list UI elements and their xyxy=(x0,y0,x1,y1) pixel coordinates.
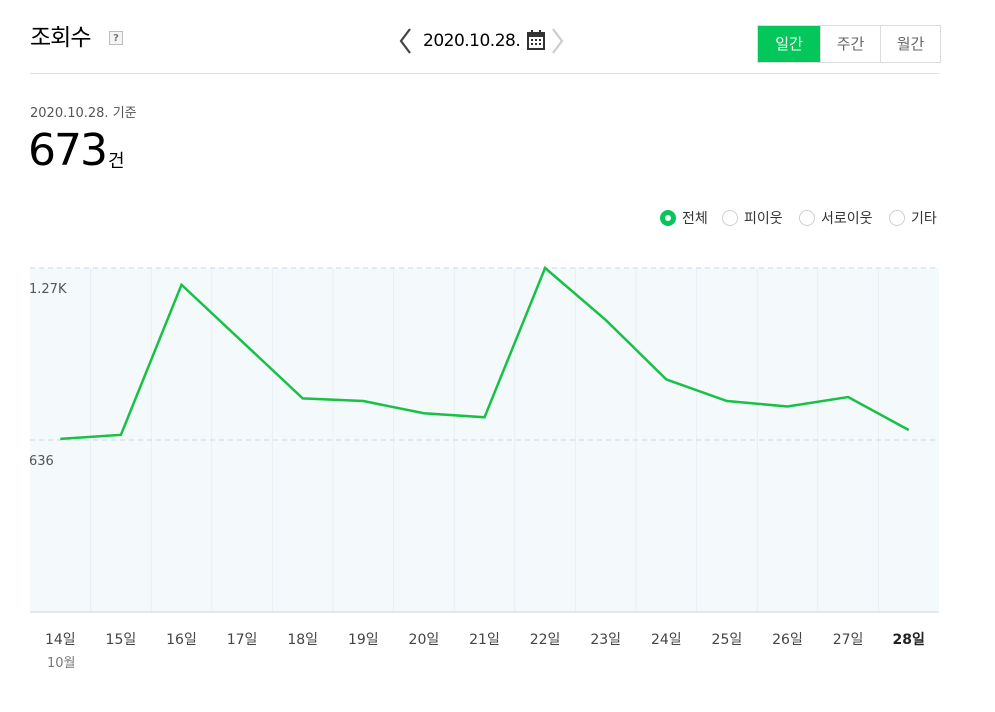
x-tick-label: 27일 xyxy=(833,632,864,648)
series-line xyxy=(60,265,910,441)
filter-neighbors-label: 피이웃 xyxy=(744,211,783,227)
x-tick-label: 28일 xyxy=(893,632,925,648)
x-tick-label: 19일 xyxy=(348,632,379,648)
y-tick-label: 1.27K xyxy=(29,282,67,297)
views-line-chart: 1.27K 636 14일 15일 16일 17일 18일 19일 20일 21일 22일 23일 24… xyxy=(29,265,939,648)
filter-mutual-neighbors[interactable]: 서로이웃 xyxy=(799,208,873,228)
x-tick-label: 18일 xyxy=(287,632,318,648)
filter-all-label: 전체 xyxy=(682,211,708,227)
x-tick-label: 24일 xyxy=(651,632,682,648)
x-tick-label: 17일 xyxy=(227,632,258,648)
tab-weekly[interactable]: 주간 xyxy=(820,26,880,62)
x-tick-label: 14일 xyxy=(45,632,76,648)
x-tick-label: 26일 xyxy=(772,632,803,648)
current-date: 2020.10.28. xyxy=(423,31,521,51)
next-date-chevron-right-icon[interactable] xyxy=(551,26,565,56)
series-filter: 전체 피이웃 서로이웃 기타 xyxy=(0,208,995,228)
x-tick-label: 16일 xyxy=(166,632,197,648)
x-tick-label: 22일 xyxy=(530,632,561,648)
radio-checked-icon[interactable] xyxy=(660,210,676,226)
x-axis-month-label: 10월 xyxy=(47,656,76,671)
x-tick-label: 23일 xyxy=(590,632,621,648)
x-tick-label: 21일 xyxy=(469,632,500,648)
basis-date: 2020.10.28. 기준 xyxy=(30,106,137,121)
radio-unchecked-icon[interactable] xyxy=(889,210,905,226)
filter-neighbors[interactable]: 피이웃 xyxy=(722,208,783,228)
filter-mutual-neighbors-label: 서로이웃 xyxy=(821,211,873,227)
x-tick-label: 20일 xyxy=(409,632,440,648)
filter-all[interactable]: 전체 xyxy=(660,208,708,228)
tab-monthly[interactable]: 월간 xyxy=(880,26,940,62)
x-tick-label: 15일 xyxy=(106,632,137,648)
filter-others[interactable]: 기타 xyxy=(889,208,937,228)
header-divider xyxy=(30,73,939,74)
filter-others-label: 기타 xyxy=(911,211,937,227)
help-icon[interactable]: ? xyxy=(109,31,123,45)
total-count-unit: 건 xyxy=(108,151,125,172)
date-navigator: 2020.10.28. xyxy=(396,26,576,56)
total-view-count: 673 xyxy=(28,125,108,176)
radio-unchecked-icon[interactable] xyxy=(799,210,815,226)
calendar-icon[interactable] xyxy=(527,30,545,50)
previous-date-chevron-left-icon[interactable] xyxy=(398,26,412,56)
radio-unchecked-icon[interactable] xyxy=(722,210,738,226)
x-tick-label: 25일 xyxy=(712,632,743,648)
y-tick-label: 636 xyxy=(29,454,54,469)
period-tabs: 일간 주간 월간 xyxy=(757,25,941,63)
tab-daily[interactable]: 일간 xyxy=(758,26,820,62)
page-title: 조회수 xyxy=(30,25,91,51)
